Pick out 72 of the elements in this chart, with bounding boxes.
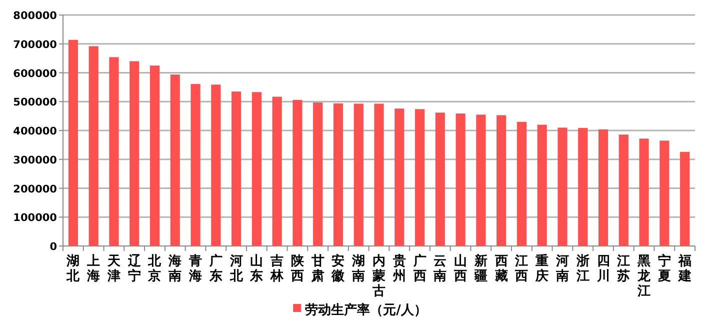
- x-tick-label: 江西: [514, 254, 528, 284]
- bar: [333, 103, 344, 246]
- y-tick-label: 500000: [13, 96, 57, 109]
- y-tick-label: 200000: [13, 183, 57, 196]
- bar: [476, 114, 486, 246]
- y-tick-label: 300000: [13, 154, 57, 166]
- x-tick-label: 山东: [249, 254, 264, 284]
- bar: [272, 96, 282, 246]
- x-tick-label: 广东: [208, 253, 222, 284]
- x-tick-label: 云南: [432, 254, 447, 284]
- bar: [680, 152, 690, 246]
- x-tick-label: 浙江: [575, 254, 590, 284]
- bar: [598, 129, 608, 246]
- y-tick-label: 800000: [13, 10, 57, 22]
- x-tick-label: 吉林: [270, 254, 285, 284]
- x-tick-label: 新疆: [473, 253, 488, 284]
- bar: [618, 134, 628, 246]
- x-tick-label: 河南: [554, 254, 569, 284]
- bar: [660, 140, 670, 246]
- bar: [292, 100, 302, 246]
- bar: [456, 113, 466, 246]
- bar: [68, 40, 78, 246]
- bar: [109, 57, 119, 246]
- bar: [190, 84, 200, 246]
- x-tick-label: 重庆: [534, 253, 549, 284]
- x-tick-label: 北京: [147, 254, 162, 284]
- bar: [313, 102, 323, 246]
- bar: [578, 128, 588, 246]
- x-tick-label: 内蒙古: [372, 254, 386, 299]
- y-tick-label: 100000: [13, 212, 57, 224]
- y-tick-label: 700000: [13, 38, 57, 51]
- x-tick-label: 山西: [453, 254, 468, 284]
- legend-label: 劳动生产率（元/人）: [305, 302, 427, 318]
- x-tick-label: 广西: [412, 253, 426, 284]
- x-tick-label: 海南: [168, 254, 182, 284]
- bar: [414, 109, 425, 246]
- bar: [537, 124, 547, 246]
- x-tick-label: 湖南: [351, 254, 366, 284]
- x-tick-label: 上海: [86, 254, 100, 284]
- bar: [150, 66, 160, 246]
- bar: [394, 108, 404, 246]
- x-tick-label: 宁夏: [656, 253, 671, 284]
- x-tick-label: 西藏: [494, 254, 508, 284]
- bar: [232, 92, 242, 246]
- bar: [496, 115, 506, 246]
- bar: [211, 84, 221, 246]
- x-tick-label: 福建: [677, 253, 692, 284]
- bar: [516, 122, 526, 246]
- y-tick-label: 400000: [13, 126, 57, 138]
- bar: [354, 104, 364, 246]
- x-tick-label: 天津: [106, 254, 122, 284]
- x-tick-label: 青海: [188, 254, 202, 284]
- bar: [88, 46, 98, 246]
- y-tick-label: 0: [50, 241, 57, 253]
- x-tick-label: 河北: [228, 254, 244, 284]
- bar: [639, 138, 649, 246]
- x-tick-label: 甘肃: [310, 254, 324, 284]
- y-tick-label: 600000: [13, 68, 57, 80]
- bar: [130, 61, 140, 246]
- x-tick-label: 湖北: [66, 254, 81, 284]
- x-tick-label: 安徽: [330, 253, 346, 284]
- bar: [558, 128, 568, 246]
- bar: [252, 92, 262, 246]
- x-tick-label: 贵州: [392, 253, 406, 284]
- bar: [374, 104, 384, 246]
- x-tick-label: 四川: [596, 254, 610, 284]
- x-tick-label: 黑龙江: [636, 254, 652, 299]
- x-tick-label: 陕西: [290, 254, 305, 284]
- bar: [170, 74, 180, 246]
- x-tick-label: 江苏: [616, 254, 630, 284]
- bar: [435, 112, 445, 246]
- x-tick-label: 辽宁: [126, 254, 142, 284]
